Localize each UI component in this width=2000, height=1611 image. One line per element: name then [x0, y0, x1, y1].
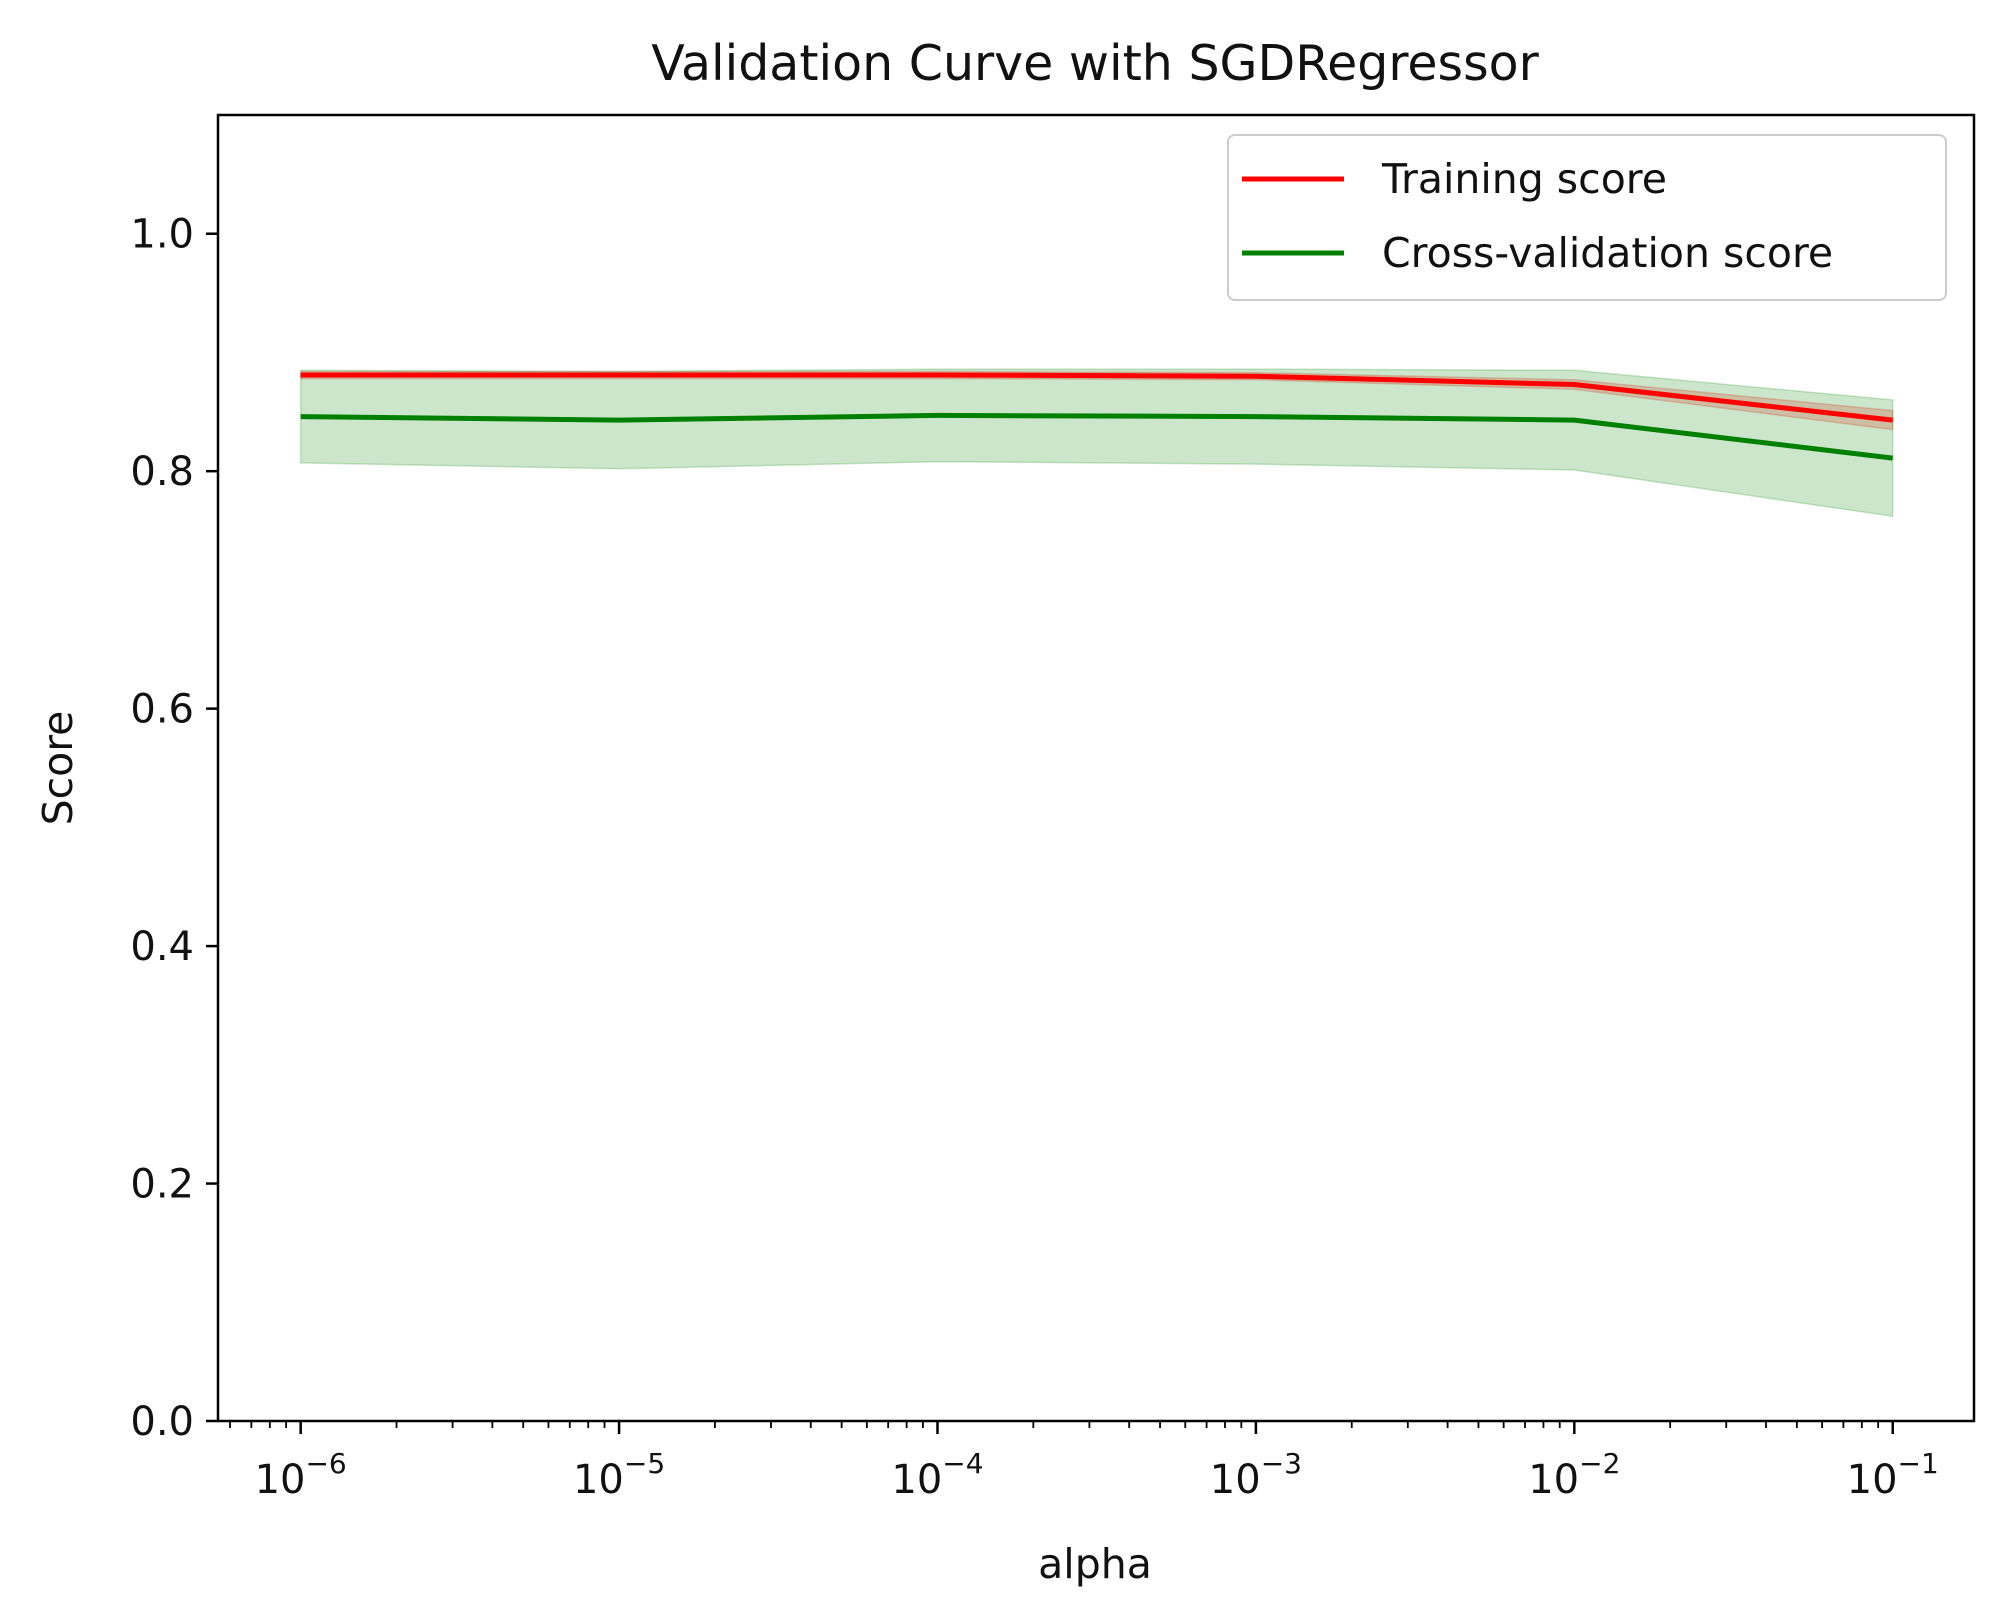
point-series-1-3: [935, 372, 941, 378]
y-tick-label-1: 0.2: [130, 1162, 194, 1208]
legend: Training score Cross-validation score: [1227, 134, 1947, 301]
lines-layer: [298, 372, 1896, 461]
band-series-1: [299, 370, 1894, 431]
y-tick-label-3: 0.6: [130, 687, 194, 733]
y-tick-label-5: 1.0: [130, 212, 194, 258]
point-series-2-2: [616, 417, 622, 423]
x-tick-label-0: 10−6: [255, 1447, 347, 1503]
y-tick-label-0: 0.0: [130, 1399, 194, 1445]
point-series-2-5: [1571, 417, 1577, 423]
point-series-2-6: [1890, 455, 1896, 461]
band-series-2: [299, 368, 1894, 518]
point-series-1-5: [1571, 382, 1577, 388]
point-series-2-3: [935, 412, 941, 418]
x-tick-label-3: 10−3: [1210, 1447, 1302, 1503]
x-tick-label-4: 10−2: [1528, 1447, 1620, 1503]
x-tick-label-5: 10−1: [1847, 1447, 1939, 1503]
line-series-1: [300, 372, 1893, 423]
x-tick-label-1: 10−5: [573, 1447, 665, 1503]
y-tick-label-4: 0.8: [130, 449, 194, 495]
point-series-1-2: [616, 372, 622, 378]
plot-frame: [216, 113, 1976, 1423]
point-series-1-4: [1253, 373, 1259, 379]
point-series-1-6: [1890, 417, 1896, 423]
point-series-1-1: [298, 372, 304, 378]
y-axis-ticks: 0.0 0.2 0.4 0.6 0.8 1.0: [130, 212, 218, 1445]
line-series-2: [300, 412, 1893, 461]
point-series-2-4: [1253, 414, 1259, 420]
legend-label-2: Cross-validation score: [1382, 229, 1833, 277]
x-axis-ticks: 10−6 10−5 10−4 10−3 10−2 10−1: [229, 1421, 1939, 1503]
legend-box: [1227, 134, 1947, 301]
x-tick-label-2: 10−4: [891, 1447, 983, 1503]
legend-label-1: Training score: [1381, 155, 1667, 203]
bands-layer: [299, 368, 1894, 518]
y-axis-label: Score: [34, 711, 82, 826]
point-series-2-1: [298, 414, 304, 420]
chart-title: Validation Curve with SGDRegressor: [651, 35, 1539, 92]
legend-items: Training score Cross-validation score: [1242, 155, 1833, 277]
x-axis-label: alpha: [1038, 1540, 1152, 1588]
y-tick-label-2: 0.4: [130, 924, 194, 970]
